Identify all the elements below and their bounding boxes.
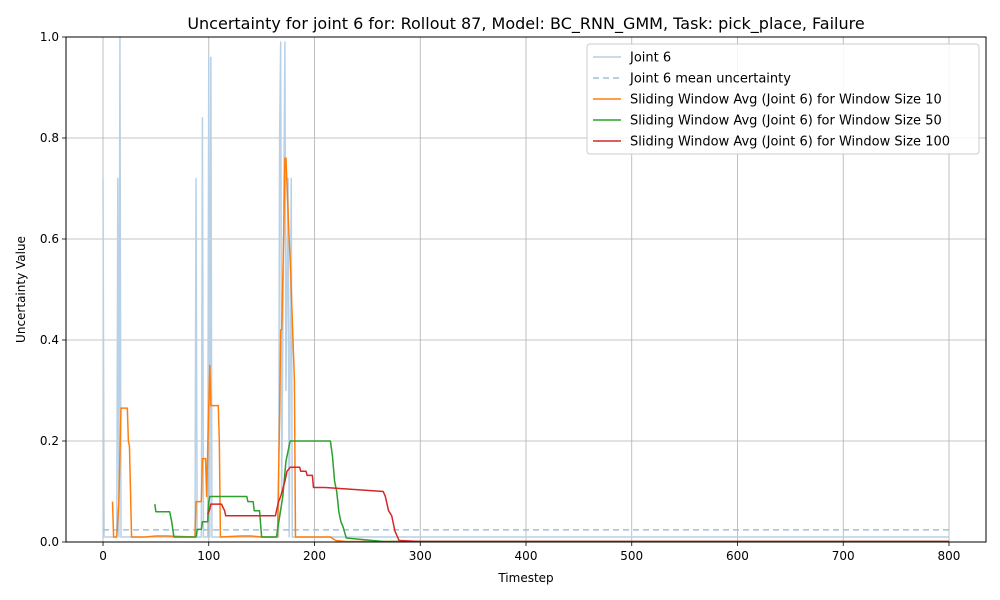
legend-label: Sliding Window Avg (Joint 6) for Window … xyxy=(630,135,950,150)
chart-title: Uncertainty for joint 6 for: Rollout 87,… xyxy=(187,14,864,34)
y-axis-label: Uncertainty Value xyxy=(14,236,28,343)
x-tick-label: 600 xyxy=(726,549,749,563)
x-axis-label: Timestep xyxy=(497,571,553,585)
y-tick-label: 0.8 xyxy=(40,131,59,145)
x-tick-label: 700 xyxy=(832,549,855,563)
y-tick-label: 0.0 xyxy=(40,535,59,549)
y-tick-label: 0.4 xyxy=(40,333,59,347)
x-tick-label: 200 xyxy=(303,549,326,563)
ticks: 0 100 200 300 400 500 600 700 800 0.0 0.2 0.4 0.6 0.8… xyxy=(40,30,961,563)
y-tick-label: 0.2 xyxy=(40,434,59,448)
legend-label: Sliding Window Avg (Joint 6) for Window … xyxy=(630,114,942,129)
y-tick-label: 0.6 xyxy=(40,232,59,246)
x-tick-label: 400 xyxy=(515,549,538,563)
y-tick-label: 1.0 xyxy=(40,30,59,44)
legend: Joint 6 Joint 6 mean uncertainty Sliding W… xyxy=(586,43,980,155)
legend-box xyxy=(586,43,980,155)
series-line-5 xyxy=(207,466,949,543)
series-line-1 xyxy=(102,36,949,538)
series-line-3 xyxy=(111,157,949,543)
legend-label: Joint 6 xyxy=(629,51,671,66)
legend-label: Joint 6 mean uncertainty xyxy=(629,72,791,87)
x-tick-label: 500 xyxy=(620,549,643,563)
x-tick-label: 100 xyxy=(197,549,220,563)
x-tick-label: 0 xyxy=(99,549,107,563)
series-line-4 xyxy=(154,440,949,543)
series-layer xyxy=(102,36,949,543)
x-tick-label: 800 xyxy=(938,549,961,563)
legend-label: Sliding Window Avg (Joint 6) for Window … xyxy=(630,93,942,108)
x-tick-label: 300 xyxy=(409,549,432,563)
